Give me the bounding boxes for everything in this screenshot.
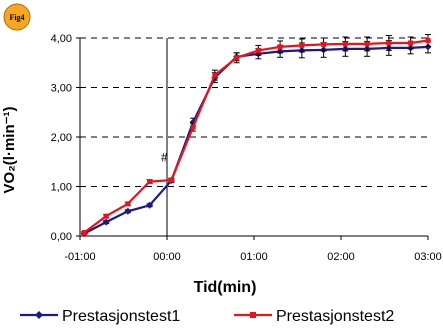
series-1 — [80, 39, 432, 238]
legend-marker-2 — [250, 312, 256, 318]
x-axis-title: Tid(min) — [194, 279, 257, 296]
point-2-0 — [81, 230, 87, 236]
point-2-9 — [277, 44, 283, 50]
point-1-1 — [102, 218, 110, 226]
x-tick-label-1: 00:00 — [153, 251, 181, 263]
series-group — [80, 34, 432, 238]
y-tick-labels: 0,00 1,00 2,00 3,00 4,00 — [51, 33, 72, 243]
y-tick-label-3: 3,00 — [51, 83, 72, 95]
point-2-5 — [190, 124, 196, 130]
legend-label-1: Prestasjonstest1 — [62, 308, 180, 325]
y-tick-label-2: 2,00 — [51, 132, 72, 144]
x-tick-label-4: 03:00 — [414, 251, 442, 263]
x-tick-label-0: -01:00 — [64, 251, 95, 263]
series-line-1 — [83, 45, 429, 235]
point-1-3 — [146, 201, 154, 209]
point-2-11 — [321, 41, 327, 47]
point-2-16 — [425, 37, 431, 43]
point-2-14 — [386, 40, 392, 46]
point-2-12 — [342, 41, 348, 47]
point-2-3 — [147, 179, 153, 185]
badge-label: Fig4 — [9, 13, 24, 22]
y-tick-label-4: 4,00 — [51, 33, 72, 45]
point-2-4 — [168, 177, 174, 183]
legend: Prestasjonstest1 Prestasjonstest2 — [20, 308, 394, 325]
figure-badge: Fig4 — [3, 3, 31, 31]
y-tick-label-1: 1,00 — [51, 182, 72, 194]
point-2-7 — [234, 55, 240, 61]
point-2-13 — [364, 41, 370, 47]
grid — [80, 37, 428, 187]
series-2 — [81, 34, 431, 236]
x-tick-label-2: 01:00 — [240, 251, 268, 263]
point-2-2 — [125, 201, 131, 207]
point-2-6 — [212, 72, 218, 78]
legend-label-2: Prestasjonstest2 — [276, 308, 394, 325]
axes — [76, 37, 429, 240]
y-tick-label-0: 0,00 — [51, 231, 72, 243]
point-2-1 — [103, 213, 109, 219]
x-tick-labels: -01:00 00:00 01:00 02:00 03:00 — [64, 251, 441, 263]
point-2-15 — [408, 40, 414, 46]
legend-item-1: Prestasjonstest1 — [20, 308, 180, 325]
x-tick-label-3: 02:00 — [327, 251, 355, 263]
annotations: # — [161, 150, 168, 165]
point-2-10 — [299, 42, 305, 48]
badge-circle — [3, 3, 31, 31]
legend-marker-1 — [35, 311, 43, 319]
legend-item-2: Prestasjonstest2 — [234, 308, 394, 325]
annotation-0: # — [161, 150, 168, 165]
point-2-8 — [255, 47, 261, 53]
point-1-2 — [124, 207, 132, 215]
y-axis-title: VO₂(l·min⁻¹) — [1, 106, 18, 193]
